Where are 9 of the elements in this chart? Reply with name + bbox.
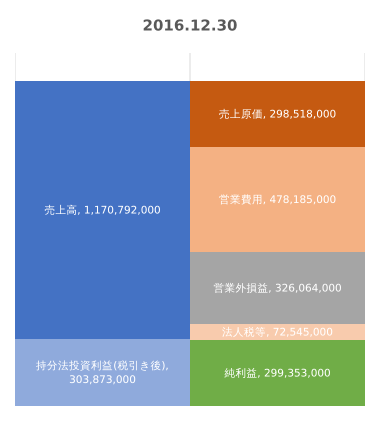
chart-title: 2016.12.30 (142, 16, 238, 35)
text: 純利益, 299,353,000 (224, 368, 331, 380)
text: 法人税等, 72,545,000 (222, 326, 333, 338)
text: 売上高, 1,170,792,000 (44, 204, 161, 216)
text: 営業費用, 478,185,000 (218, 194, 336, 206)
series-label: 持分法投資利益(税引き後), (36, 359, 169, 372)
text: 営業外損益, 326,064,000 (213, 282, 342, 294)
data-label: 303,873,000 (69, 374, 136, 386)
text: 売上原価, 298,518,000 (218, 108, 336, 120)
